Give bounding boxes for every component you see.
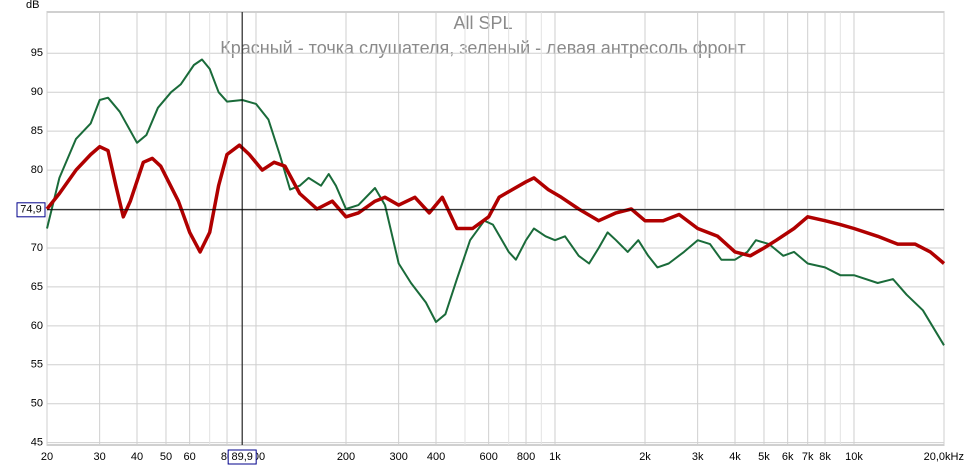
x-tick-label: 20,0kHz — [924, 451, 964, 463]
y-tick-label: 95 — [31, 47, 43, 59]
x-tick-label: 6k — [782, 451, 794, 463]
cursor-x-box — [227, 449, 257, 465]
x-tick-label: 40 — [131, 451, 143, 463]
x-tick-label: 200 — [337, 451, 355, 463]
y-tick-label: 85 — [31, 125, 43, 137]
y-tick-label: 60 — [31, 320, 43, 332]
series-line — [46, 58, 945, 346]
x-tick-label: 600 — [479, 451, 497, 463]
cursor-y-box — [16, 202, 46, 218]
cursor-y-label: 74,9 — [20, 204, 41, 216]
cursor-x-label: 89,9 — [231, 451, 252, 463]
chart-title: All SPL — [453, 13, 512, 33]
y-tick-label: 80 — [31, 164, 43, 176]
x-tick-label: 8k — [819, 451, 831, 463]
x-tick-label: 5k — [758, 451, 770, 463]
x-tick-label: 50 — [160, 451, 172, 463]
x-tick-label: 2k — [639, 451, 651, 463]
x-tick-label: 7k — [802, 451, 814, 463]
chart-subtitle: Красный - точка слушателя, зеленый - лев… — [220, 38, 746, 58]
x-tick-label: 30 — [94, 451, 106, 463]
x-tick-label: 800 — [517, 451, 535, 463]
y-tick-label: 65 — [31, 281, 43, 293]
x-tick-label: 300 — [389, 451, 407, 463]
x-tick-label: 10k — [845, 451, 863, 463]
x-tick-label: 1k — [549, 451, 561, 463]
x-tick-label: 60 — [184, 451, 196, 463]
y-tick-label: 90 — [31, 86, 43, 98]
x-tick-label: 4k — [729, 451, 741, 463]
y-tick-label: 50 — [31, 398, 43, 410]
y-tick-label: 70 — [31, 242, 43, 254]
x-tick-label: 20 — [41, 451, 53, 463]
x-tick-label: 3k — [692, 451, 704, 463]
y-tick-label: 45 — [31, 437, 43, 449]
series-line — [45, 143, 946, 265]
y-tick-label: 55 — [31, 359, 43, 371]
x-tick-label: 400 — [427, 451, 445, 463]
y-axis-label: dB — [26, 0, 39, 11]
